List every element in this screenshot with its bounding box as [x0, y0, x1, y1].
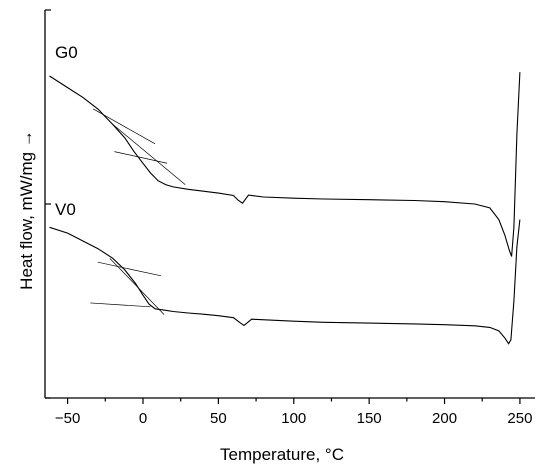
x-tick-label: −50: [55, 410, 80, 427]
x-tick-label: 100: [281, 410, 306, 427]
x-tick-label: 50: [210, 410, 227, 427]
x-tick-label: 0: [139, 410, 147, 427]
curve-label-v0: V0: [55, 200, 76, 219]
series-line-v0: [49, 219, 521, 345]
y-axis-title: Heat flow, mW/mg →: [17, 130, 36, 290]
tangent-line-g0: [114, 151, 168, 164]
x-tick-label: 200: [432, 410, 457, 427]
tangent-line-v0: [90, 302, 151, 308]
series-line-g0: [49, 72, 521, 257]
curves: [49, 72, 521, 345]
tangent-lines: [90, 108, 186, 315]
x-axis-ticks: −50 0 50 100 150 200 250: [55, 398, 532, 427]
curve-label-g0: G0: [55, 43, 78, 62]
x-tick-label: 150: [357, 410, 382, 427]
axes: [44, 9, 535, 399]
x-tick-label: 250: [507, 410, 532, 427]
tangent-line-v0: [97, 261, 162, 277]
tangent-line-g0: [112, 124, 186, 185]
x-axis-title: Temperature, °C: [220, 445, 344, 464]
